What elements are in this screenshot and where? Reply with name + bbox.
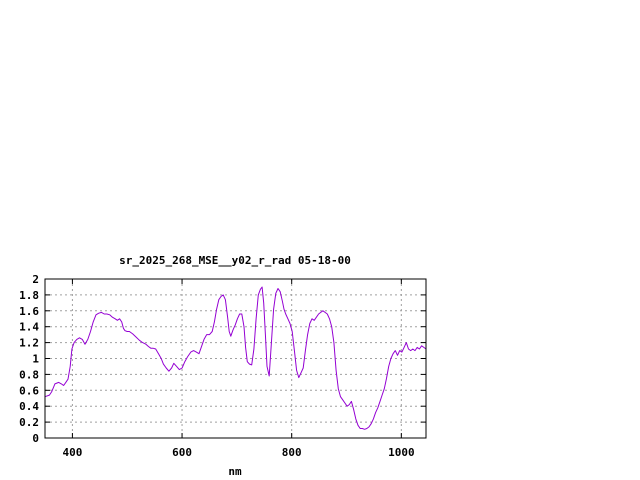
chart-title: sr_2025_268_MSE__y02_r_rad 05-18-00: [119, 254, 351, 267]
y-tick-label: 2: [32, 273, 39, 286]
grid: [45, 279, 426, 438]
series-layer: [44, 286, 427, 430]
x-tick-label: 600: [172, 446, 192, 459]
y-tick-label: 1: [32, 353, 39, 366]
x-tick-label: 800: [282, 446, 302, 459]
x-tick-labels: 400 600 800 1000: [62, 446, 414, 459]
x-tick-label: 1000: [388, 446, 415, 459]
y-tick-label: 1.2: [19, 337, 39, 350]
y-tick-label: 1.6: [19, 305, 39, 318]
y-tick-label: 0.4: [19, 400, 39, 413]
y-tick-label: 0.8: [19, 368, 39, 381]
y-tick-label: 0.2: [19, 416, 39, 429]
y-tick-label: 0: [32, 432, 39, 445]
tick-marks: [45, 278, 426, 439]
x-axis-label: nm: [228, 465, 242, 478]
y-tick-label: 1.4: [19, 321, 39, 334]
y-tick-label: 1.8: [19, 289, 39, 302]
series-line: [44, 286, 427, 430]
x-tick-label: 400: [62, 446, 82, 459]
y-tick-label: 0.6: [19, 384, 39, 397]
y-tick-labels: 0 0.2 0.4 0.6 0.8 1 1.2 1.4 1.6 1.8 2: [19, 273, 39, 445]
